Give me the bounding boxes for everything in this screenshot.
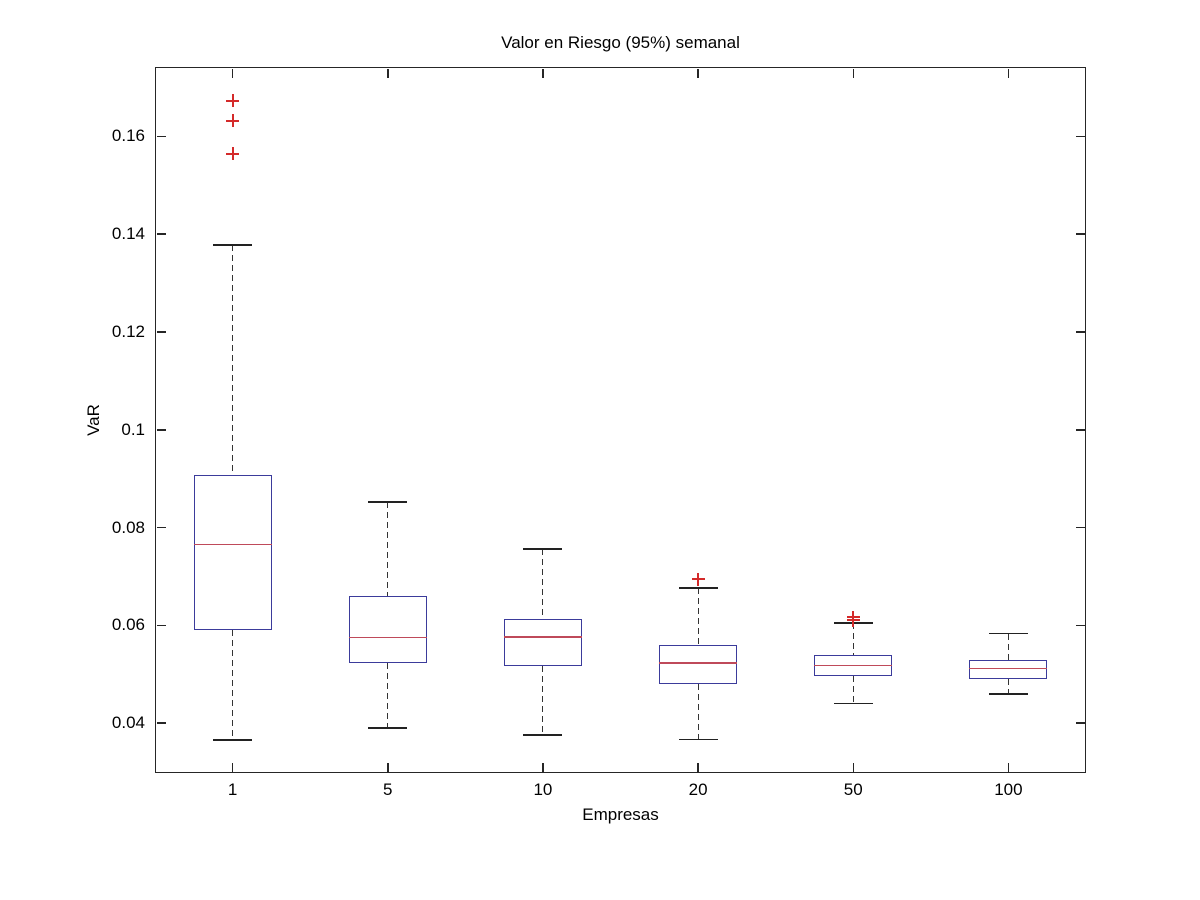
median-line [969,667,1048,670]
y-tick [156,624,166,627]
x-tick-label: 100 [994,780,1023,799]
upper-whisker [542,549,544,619]
median-line [503,636,582,638]
x-tick-top [231,68,234,78]
y-tick [156,331,166,333]
median-line [659,662,738,664]
median-line [348,636,427,639]
y-tick [156,233,166,235]
y-tick-label: 0.04 [111,713,145,733]
outlier-cross-v [231,94,234,108]
x-tick-label: 50 [843,780,863,799]
outlier-cross-v [231,147,234,161]
lower-whisker [542,665,544,735]
x-tick-label: 10 [533,780,553,799]
iqr-box [348,596,427,663]
y-tick-label: 0.08 [111,517,145,537]
y-tick-label: 0.16 [111,126,145,146]
median-line [814,664,893,667]
upper-whisker-cap [678,587,718,589]
y-tick [156,429,166,431]
iqr-box [503,618,582,666]
iqr-box [659,644,738,684]
iqr-box [193,474,272,631]
outlier-cross-v [231,114,234,128]
lower-whisker-cap [988,693,1028,695]
upper-whisker [1007,633,1009,660]
outlier-marker [226,114,240,128]
x-tick [387,762,389,772]
outlier-marker [846,610,860,624]
lower-whisker [697,684,699,740]
x-tick-label: 20 [688,780,708,799]
y-tick-right [1075,624,1085,627]
y-tick-label: 0.1 [121,419,145,439]
chart-title: Valor en Riesgo (95%) semanal [501,33,740,52]
y-tick [156,722,166,724]
y-tick-label: 0.12 [111,321,145,341]
upper-whisker [697,588,699,645]
x-tick [542,762,544,772]
x-tick-top [852,68,854,78]
x-tick [697,762,699,772]
x-tick [1007,762,1010,772]
lower-whisker-cap [678,738,718,740]
upper-whisker-cap [368,501,408,503]
lower-whisker-cap [523,734,563,736]
lower-whisker [232,630,234,741]
y-tick [156,135,166,138]
y-tick-right [1075,722,1085,724]
x-axis-label: Empresas [582,805,659,824]
upper-whisker [852,622,854,655]
upper-whisker-cap [988,632,1028,635]
lower-whisker [852,675,854,704]
outlier-marker [226,94,240,108]
y-tick-right [1075,331,1085,333]
iqr-box [969,659,1048,680]
y-tick-right [1075,135,1085,138]
upper-whisker-cap [213,244,253,246]
y-tick-right [1075,526,1085,529]
y-tick-label: 0.14 [111,224,145,244]
lower-whisker-cap [368,727,408,729]
outlier-cross-v [697,572,700,586]
x-tick-top [542,68,544,78]
median-line [193,543,272,546]
y-tick-right [1075,233,1085,235]
outlier-marker [226,147,240,161]
lower-whisker [387,662,389,728]
x-tick [231,762,234,772]
outlier-marker [691,572,705,586]
x-tick-label: 5 [383,780,393,799]
x-tick-top [387,68,389,78]
lower-whisker [1007,679,1009,694]
y-tick-label: 0.06 [111,615,145,635]
y-tick [156,526,166,529]
lower-whisker-cap [213,739,253,741]
outlier-cross-v [852,610,855,624]
x-tick-label: 1 [227,780,238,799]
y-tick-right [1075,429,1085,431]
upper-whisker-cap [523,548,563,550]
x-tick-top [697,68,699,78]
lower-whisker-cap [833,702,873,705]
upper-whisker [232,244,234,475]
x-tick [852,762,854,772]
plot-frame [155,67,1086,773]
upper-whisker [387,502,389,596]
x-tick-top [1007,68,1010,78]
